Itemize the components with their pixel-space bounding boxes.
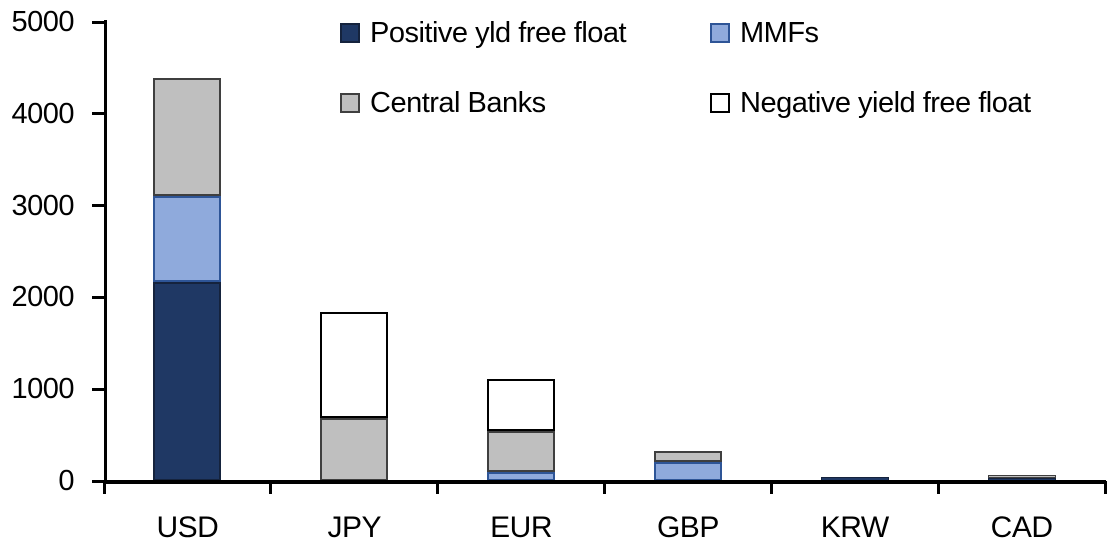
bar-segment-eur-negative-yield-free-float [487, 379, 556, 432]
legend-item-positive-yld-free-float: Positive yld free float [340, 16, 627, 50]
x-axis-tick [769, 481, 773, 494]
y-tick-label: 1000 [11, 373, 74, 406]
y-axis-line [104, 20, 107, 484]
legend-item-central-banks: Central Banks [340, 86, 546, 120]
x-tick-label-cad: CAD [990, 511, 1053, 544]
y-axis-tick [92, 20, 104, 24]
y-tick-label: 3000 [11, 189, 74, 222]
x-axis-tick [603, 481, 606, 494]
y-axis-tick [92, 387, 104, 391]
y-axis-tick [92, 112, 104, 116]
legend-swatch-positive-yld-free-float [340, 23, 360, 43]
x-tick-label-jpy: JPY [327, 511, 382, 544]
legend-item-negative-yield-free-float: Negative yield free float [710, 86, 1031, 120]
legend-swatch-negative-yield-free-float [710, 93, 730, 113]
legend-label: Negative yield free float [740, 86, 1031, 119]
x-axis-tick [102, 481, 106, 494]
legend-swatch-central-banks [340, 93, 360, 113]
x-axis-tick [269, 481, 273, 494]
x-axis-tick [936, 481, 940, 494]
legend-label: Positive yld free float [370, 16, 627, 49]
y-axis-tick [92, 204, 104, 208]
x-tick-label-gbp: GBP [656, 511, 719, 544]
x-axis-tick [436, 481, 440, 494]
bar-segment-gbp-mmfs [653, 461, 722, 481]
x-axis-tick [1103, 481, 1107, 494]
x-tick-label-krw: KRW [820, 511, 889, 544]
bar-segment-usd-positive-yld-free-float [153, 281, 222, 481]
legend-item-mmfs: MMFs [710, 16, 819, 50]
bar-segment-gbp-central-banks [653, 450, 722, 462]
bar-segment-usd-mmfs [153, 196, 222, 282]
legend-label: Central Banks [370, 86, 546, 119]
x-tick-label-eur: EUR [490, 511, 552, 544]
y-axis-tick [92, 295, 104, 299]
x-tick-label-usd: USD [156, 511, 219, 544]
bar-segment-eur-mmfs [487, 471, 556, 481]
y-tick-label: 5000 [11, 5, 74, 38]
y-axis-tick [92, 479, 104, 483]
bar-segment-usd-central-banks [153, 77, 222, 197]
legend-label: MMFs [740, 16, 819, 49]
bar-segment-eur-central-banks [487, 431, 556, 472]
x-axis-line [104, 480, 1106, 484]
bar-segment-jpy-negative-yield-free-float [320, 312, 389, 418]
y-tick-label: 4000 [11, 97, 74, 130]
y-tick-label: 2000 [11, 281, 74, 314]
bar-segment-jpy-central-banks [320, 417, 389, 481]
bar-segment-cad-central-banks [987, 475, 1056, 479]
y-tick-label: 0 [58, 465, 74, 497]
legend-swatch-mmfs [710, 23, 730, 43]
